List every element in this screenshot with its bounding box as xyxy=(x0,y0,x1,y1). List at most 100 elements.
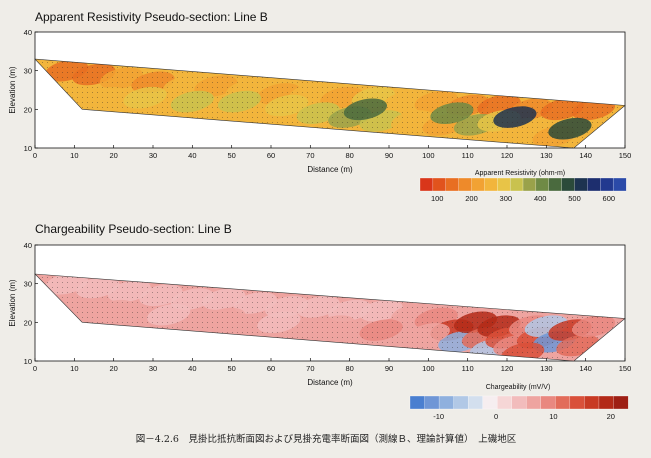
colorbar-swatch xyxy=(484,177,498,192)
colorbar-tick-label: 500 xyxy=(568,194,581,203)
x-tick-label: 20 xyxy=(109,364,117,373)
colorbar-swatch xyxy=(535,177,550,192)
chargeability-panel: Chargeability Pseudo-section: Line B 0 10… xyxy=(8,222,631,421)
x-tick-label: 40 xyxy=(188,151,196,160)
resistivity-y-ticks: 10 20 30 40 xyxy=(24,28,38,153)
colorbar-tick-label: 200 xyxy=(465,194,478,203)
colorbar-tick-label: 0 xyxy=(494,412,498,421)
resistivity-colorbar-title: Apparent Resistivity (ohm-m) xyxy=(475,170,565,177)
colorbar-swatch xyxy=(424,395,440,410)
colorbar-swatch xyxy=(598,395,614,410)
x-tick-label: 150 xyxy=(619,364,632,373)
colorbar-swatch xyxy=(497,395,513,410)
x-tick-label: 110 xyxy=(462,364,474,373)
chargeability-y-ticks: 10 20 30 40 xyxy=(24,241,38,366)
colorbar-swatch xyxy=(511,395,527,410)
colorbar-swatch xyxy=(471,177,485,192)
colorbar-swatch xyxy=(574,177,588,192)
colorbar-swatch xyxy=(482,395,498,410)
x-tick-label: 100 xyxy=(422,364,435,373)
x-tick-label: 70 xyxy=(306,364,314,373)
x-tick-label: 60 xyxy=(267,364,275,373)
x-tick-label: 0 xyxy=(33,151,37,160)
x-tick-label: 100 xyxy=(422,151,435,160)
x-tick-label: 130 xyxy=(540,364,553,373)
resistivity-x-ticks: 0 10 20 30 40 50 60 70 80 90 100 110 120 130 140 150 xyxy=(33,145,631,160)
colorbar-swatch xyxy=(526,395,542,410)
colorbar-tick-label: 10 xyxy=(549,412,557,421)
x-tick-label: 50 xyxy=(227,364,235,373)
colorbar-swatch xyxy=(432,177,447,192)
colorbar-swatch xyxy=(445,177,460,192)
resistivity-title: Apparent Resistivity Pseudo-section: Lin… xyxy=(35,10,268,24)
x-tick-label: 90 xyxy=(385,364,393,373)
x-tick-label: 120 xyxy=(501,151,514,160)
colorbar-swatch xyxy=(613,395,629,410)
colorbar-tick-label: 400 xyxy=(534,194,547,203)
y-tick-label: 20 xyxy=(24,105,32,114)
colorbar-swatch xyxy=(419,177,434,192)
y-tick-label: 40 xyxy=(24,241,32,250)
colorbar-swatch xyxy=(600,177,614,192)
resistivity-panel: Apparent Resistivity Pseudo-section: Lin… xyxy=(8,10,631,203)
x-tick-label: 70 xyxy=(306,151,314,160)
y-tick-label: 30 xyxy=(24,67,32,76)
x-tick-label: 0 xyxy=(33,364,37,373)
resistivity-x-axis-label: Distance (m) xyxy=(307,165,353,174)
x-tick-label: 40 xyxy=(188,364,196,373)
chargeability-x-ticks: 0 10 20 30 40 50 60 70 80 90 100 110 120 130 140 150 xyxy=(33,358,631,373)
colorbar-swatch xyxy=(540,395,556,410)
colorbar-tick-label: 600 xyxy=(603,194,616,203)
x-tick-label: 80 xyxy=(345,151,353,160)
colorbar-tick-label: 300 xyxy=(500,194,513,203)
chargeability-colorbar-title: Chargeability (mV/V) xyxy=(486,384,551,391)
chargeability-y-axis-label: Elevation (m) xyxy=(8,279,17,326)
resistivity-y-axis-label: Elevation (m) xyxy=(8,66,17,113)
y-tick-label: 30 xyxy=(24,280,32,289)
colorbar-swatch xyxy=(509,177,524,192)
x-tick-label: 10 xyxy=(70,364,78,373)
x-tick-label: 130 xyxy=(540,151,553,160)
colorbar-tick-label: 100 xyxy=(431,194,444,203)
colorbar-swatch xyxy=(548,177,563,192)
colorbar-swatch xyxy=(497,177,511,192)
x-tick-label: 20 xyxy=(109,151,117,160)
resistivity-section-outline xyxy=(34,58,626,149)
chargeability-title: Chargeability Pseudo-section: Line B xyxy=(35,222,232,236)
y-tick-label: 20 xyxy=(24,318,32,327)
colorbar-tick-label: 20 xyxy=(607,412,615,421)
x-tick-label: 30 xyxy=(149,364,157,373)
colorbar-swatch xyxy=(561,177,575,192)
colorbar-swatch xyxy=(569,395,585,410)
colorbar-swatch xyxy=(584,395,600,410)
y-tick-label: 10 xyxy=(24,357,32,366)
x-tick-label: 140 xyxy=(579,364,592,373)
x-tick-label: 10 xyxy=(70,151,78,160)
chargeability-colorbar: Chargeability (mV/V) -10 0 10 20 xyxy=(409,384,629,421)
y-tick-label: 40 xyxy=(24,28,32,37)
chargeability-x-axis-label: Distance (m) xyxy=(307,378,353,387)
colorbar-swatch xyxy=(612,177,627,192)
x-tick-label: 110 xyxy=(462,151,474,160)
x-tick-label: 80 xyxy=(345,364,353,373)
colorbar-swatch xyxy=(458,177,472,192)
colorbar-swatch xyxy=(409,395,425,410)
x-tick-label: 60 xyxy=(267,151,275,160)
colorbar-swatch xyxy=(555,395,571,410)
colorbar-swatch xyxy=(587,177,601,192)
x-tick-label: 90 xyxy=(385,151,393,160)
colorbar-swatch xyxy=(453,395,469,410)
y-tick-label: 10 xyxy=(24,144,32,153)
x-tick-label: 150 xyxy=(619,151,632,160)
figure-caption: 図－4.2.6 見掛比抵抗断面図および見掛充電率断面図（測線Ｂ、理論計算値） 上… xyxy=(136,433,517,445)
resistivity-colorbar: Apparent Resistivity (ohm-m) 100 200 300 40… xyxy=(419,170,627,203)
chargeability-section-outline xyxy=(34,273,626,362)
colorbar-swatch xyxy=(467,395,484,410)
x-tick-label: 120 xyxy=(501,364,514,373)
colorbar-swatch xyxy=(522,177,537,192)
x-tick-label: 140 xyxy=(579,151,592,160)
colorbar-tick-label: -10 xyxy=(433,412,444,421)
colorbar-swatch xyxy=(438,395,455,410)
x-tick-label: 30 xyxy=(149,151,157,160)
